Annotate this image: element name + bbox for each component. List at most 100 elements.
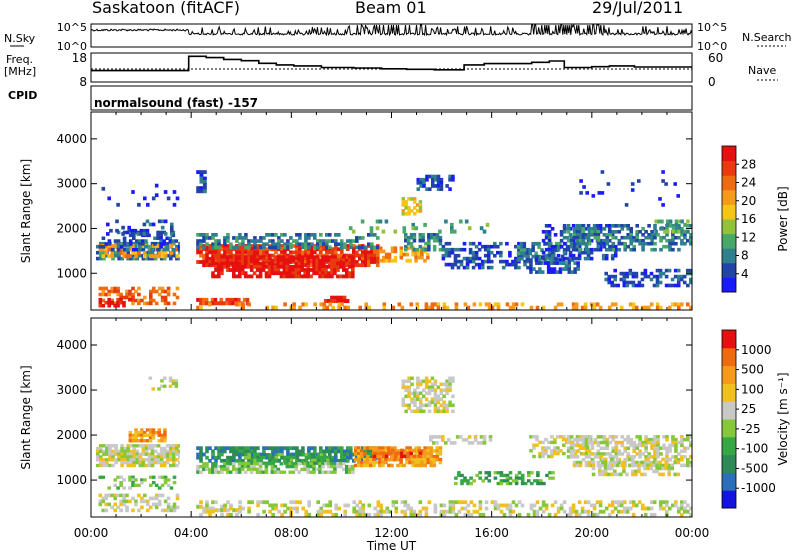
velocity-panel-cell xyxy=(637,463,641,468)
velocity-panel-cell xyxy=(253,449,257,454)
power-panel-cell xyxy=(641,238,645,243)
velocity-panel-cell xyxy=(466,481,470,486)
power-panel-cell xyxy=(613,235,618,240)
velocity-panel-cell xyxy=(527,471,531,475)
velocity-panel-cell xyxy=(517,476,522,480)
velocity-panel-cell xyxy=(369,457,373,462)
power-panel-cell xyxy=(151,289,156,294)
velocity-panel-cell xyxy=(613,472,617,477)
power-panel-cell xyxy=(327,274,331,279)
power-panel-cell xyxy=(107,303,111,308)
power-panel-cell xyxy=(101,286,106,291)
power-panel-cell xyxy=(444,219,448,224)
power-panel-cell xyxy=(605,238,610,243)
power-panel-cell xyxy=(369,229,374,234)
velocity-panel-cell xyxy=(538,454,542,459)
velocity-panel-cell xyxy=(407,376,411,381)
power-panel-cell xyxy=(376,256,380,261)
velocity-panel-cell xyxy=(148,376,153,380)
power-panel-cell xyxy=(412,233,417,237)
velocity-panel-cell xyxy=(442,382,446,387)
power-panel-cell xyxy=(153,256,158,261)
velocity-panel-cell xyxy=(232,452,236,457)
power-panel-cell xyxy=(351,229,356,234)
power-panel-cell xyxy=(165,253,170,258)
velocity-colorbar-tick-label: 100 xyxy=(741,382,764,396)
power-panel-cell xyxy=(199,250,203,255)
power-panel-cell xyxy=(340,239,344,243)
power-panel-cell xyxy=(599,241,604,246)
velocity-panel-cell xyxy=(566,446,571,450)
power-panel-cell xyxy=(202,236,206,240)
power-panel-cell xyxy=(98,292,103,297)
velocity-panel-cell xyxy=(623,458,627,462)
power-panel-cell xyxy=(444,253,449,258)
power-panel-cell xyxy=(607,227,612,231)
power-panel-cell xyxy=(578,233,583,237)
power-panel-cell xyxy=(529,264,533,268)
power-panel-cell xyxy=(101,292,106,297)
velocity-panel-cell xyxy=(151,431,156,435)
power-panel-cell xyxy=(564,264,569,268)
velocity-panel-cell xyxy=(144,452,149,456)
velocity-panel-cell xyxy=(301,506,305,511)
velocity-panel-cell xyxy=(590,458,595,462)
power-panel-cell xyxy=(628,271,633,276)
velocity-panel-cell xyxy=(129,458,134,462)
power-panel-cell xyxy=(583,305,588,310)
power-panel-cell xyxy=(450,222,454,227)
power-panel-cell xyxy=(238,247,242,252)
velocity-panel-cell xyxy=(140,499,144,504)
velocity-panel-cell xyxy=(205,503,209,508)
power-panel-cell xyxy=(149,298,153,303)
nsky-label: N.Sky xyxy=(4,32,36,45)
velocity-panel-cell xyxy=(596,440,601,445)
power-panel-cell xyxy=(122,236,127,240)
power-panel-cell xyxy=(404,233,408,237)
velocity-panel-cell xyxy=(417,460,421,465)
velocity-panel-cell xyxy=(463,479,467,483)
power-panel-cell xyxy=(246,264,251,269)
velocity-panel-cell xyxy=(463,512,468,517)
power-panel-cell xyxy=(650,230,654,234)
power-panel-cell xyxy=(643,271,648,276)
power-panel-cell xyxy=(217,255,221,260)
velocity-panel-cell xyxy=(473,438,478,442)
velocity-panel-cell xyxy=(520,479,525,483)
velocity-panel-cell xyxy=(280,449,284,454)
velocity-panel-cell xyxy=(422,409,426,414)
velocity-panel-cell xyxy=(403,509,408,514)
power-panel-cell xyxy=(235,302,239,307)
power-colorbar-tick-label: 12 xyxy=(741,230,756,244)
xtick-label: 20:00 xyxy=(575,526,610,540)
power-panel-cell xyxy=(196,245,200,250)
velocity-panel-cell xyxy=(689,443,693,448)
power-panel-cell xyxy=(330,264,334,269)
power-panel-cell xyxy=(255,261,260,266)
power-panel-cell xyxy=(321,268,325,272)
power-panel-cell xyxy=(343,245,347,250)
power-panel-cell xyxy=(319,233,323,237)
velocity-panel-cell xyxy=(529,449,533,453)
power-panel-cell xyxy=(442,305,447,310)
power-panel-cell xyxy=(285,255,290,260)
velocity-panel-cell xyxy=(674,455,678,459)
power-panel-cell xyxy=(304,263,308,268)
power-panel-cell xyxy=(418,200,423,204)
power-panel-cell xyxy=(151,244,156,249)
velocity-panel-cell xyxy=(484,471,489,475)
power-panel-cell xyxy=(336,295,341,300)
velocity-panel-cell xyxy=(199,452,203,457)
power-panel-cell xyxy=(630,188,635,192)
power-panel-cell xyxy=(529,267,533,271)
power-panel-cell xyxy=(117,256,121,261)
power-panel-cell xyxy=(142,232,147,236)
power-panel-cell xyxy=(319,302,323,307)
velocity-panel-cell xyxy=(120,460,124,465)
power-panel-cell xyxy=(170,232,174,236)
power-panel-cell xyxy=(309,255,313,260)
power-panel-cell xyxy=(134,254,138,259)
power-panel-cell xyxy=(113,303,117,308)
velocity-panel-cell xyxy=(271,503,275,508)
power-panel-cell xyxy=(220,244,224,248)
